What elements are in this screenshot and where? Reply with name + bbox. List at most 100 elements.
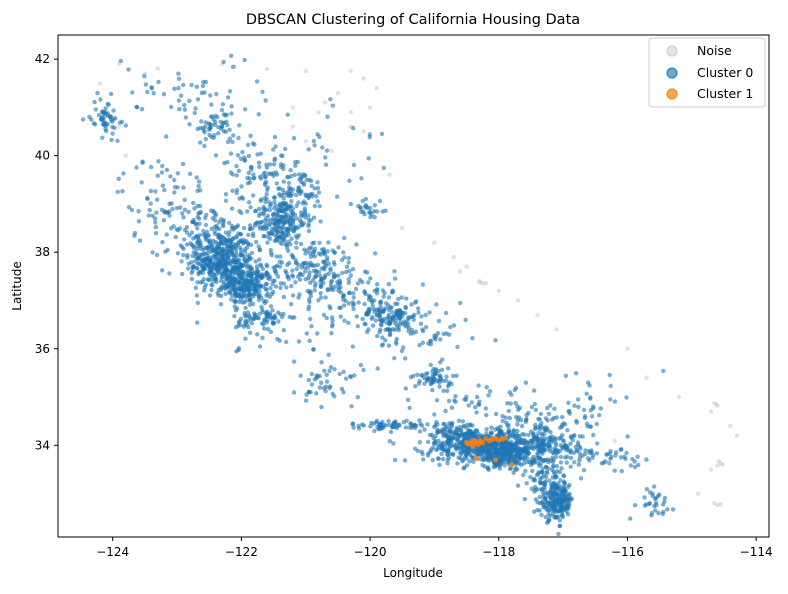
cluster-0-point (310, 252, 316, 257)
cluster-0-point (548, 513, 553, 518)
cluster-0-point (493, 338, 498, 343)
cluster-0-point (181, 185, 186, 190)
cluster-0-point (184, 242, 190, 247)
cluster-0-point (443, 408, 448, 414)
cluster-0-point (531, 454, 536, 460)
cluster-0-point (292, 315, 297, 320)
cluster-0-point (298, 373, 303, 378)
cluster-0-point (365, 311, 370, 316)
cluster-0-point (290, 210, 295, 215)
cluster-0-point (272, 134, 278, 140)
cluster-0-point (194, 221, 199, 226)
cluster-0-point (526, 410, 531, 416)
cluster-0-point (511, 470, 516, 475)
cluster-0-point (150, 250, 155, 255)
cluster-0-point (322, 252, 328, 257)
cluster-0-point (287, 215, 292, 220)
cluster-0-point (257, 206, 262, 211)
cluster-0-point (619, 468, 624, 474)
cluster-0-point (568, 464, 573, 469)
noise-point (708, 467, 714, 472)
cluster-0-point (326, 271, 331, 276)
cluster-0-point (413, 300, 418, 305)
cluster-0-point (559, 466, 564, 471)
cluster-0-point (298, 218, 303, 223)
cluster-0-point (449, 422, 454, 427)
cluster-0-point (467, 445, 472, 450)
cluster-0-point (207, 270, 212, 275)
cluster-0-point (244, 264, 249, 270)
cluster-0-point (503, 415, 508, 420)
cluster-0-point (308, 218, 313, 223)
cluster-0-point (341, 390, 346, 395)
cluster-0-point (458, 447, 463, 452)
cluster-0-point (618, 455, 624, 460)
cluster-0-point (249, 266, 255, 271)
cluster-0-point (476, 402, 481, 407)
cluster-0-point (572, 433, 577, 438)
noise-point (322, 100, 328, 105)
cluster-0-point (515, 422, 520, 427)
cluster-0-point (557, 436, 562, 441)
cluster-0-point (257, 311, 262, 316)
cluster-0-point (355, 395, 360, 400)
cluster-0-point (430, 458, 435, 463)
cluster-0-point (224, 243, 230, 248)
cluster-0-point (665, 507, 670, 512)
cluster-0-point (353, 286, 359, 292)
cluster-0-point (224, 238, 229, 243)
cluster-0-point (355, 281, 361, 286)
cluster-0-point (301, 182, 306, 187)
x-tick-label: −116 (611, 545, 644, 559)
cluster-0-point (309, 194, 315, 199)
cluster-0-point (448, 324, 453, 330)
cluster-0-point (371, 421, 376, 426)
cluster-0-point (344, 269, 349, 275)
cluster-0-point (437, 462, 442, 467)
cluster-0-point (256, 213, 262, 218)
cluster-0-point (441, 388, 446, 393)
cluster-0-point (393, 339, 399, 345)
cluster-0-point (446, 455, 452, 460)
cluster-0-point (308, 294, 313, 299)
cluster-0-point (110, 131, 115, 136)
cluster-0-point (212, 272, 217, 278)
cluster-0-point (474, 428, 480, 433)
cluster-0-point (372, 215, 377, 220)
cluster-0-point (251, 176, 256, 181)
cluster-0-point (310, 278, 316, 283)
cluster-0-point (383, 338, 388, 343)
cluster-0-point (106, 102, 111, 107)
cluster-0-point (417, 343, 422, 348)
cluster-0-point (238, 238, 243, 243)
cluster-0-point (246, 232, 251, 238)
cluster-0-point (417, 418, 422, 423)
cluster-0-point (255, 220, 260, 225)
cluster-0-point (670, 507, 676, 512)
cluster-0-point (506, 426, 511, 432)
cluster-0-point (290, 273, 295, 278)
cluster-0-point (558, 478, 563, 483)
cluster-0-point (301, 199, 307, 204)
cluster-0-point (160, 240, 165, 245)
cluster-0-point (538, 411, 544, 417)
cluster-0-point (523, 380, 529, 385)
cluster-0-point (153, 216, 158, 221)
cluster-0-point (350, 267, 356, 272)
cluster-0-point (278, 164, 284, 169)
cluster-0-point (227, 220, 232, 226)
cluster-0-point (396, 423, 402, 428)
cluster-0-point (532, 388, 537, 393)
cluster-0-point (329, 285, 334, 291)
cluster-0-point (126, 67, 131, 72)
cluster-0-point (421, 457, 426, 462)
cluster-0-point (264, 264, 270, 269)
cluster-0-point (277, 186, 282, 191)
cluster-0-point (175, 171, 180, 176)
cluster-0-point (566, 400, 571, 405)
cluster-0-point (338, 314, 343, 319)
cluster-0-point (303, 269, 308, 274)
cluster-0-point (281, 196, 286, 201)
cluster-0-point (268, 304, 274, 309)
cluster-0-point (587, 383, 592, 388)
